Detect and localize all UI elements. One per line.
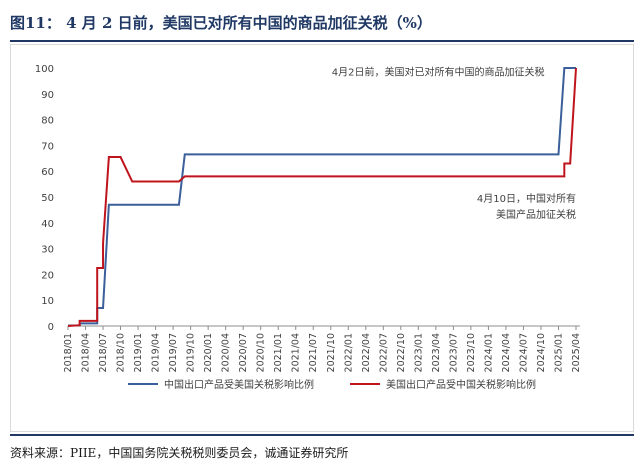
x-tick-label: 2025/04 xyxy=(571,333,582,372)
legend: 中国出口产品受美国关税影响比例 美国出口产品受中国关税影响比例 xyxy=(128,378,536,391)
x-tick-label: 2023/04 xyxy=(431,333,442,372)
x-tick-label: 2023/10 xyxy=(466,333,477,372)
x-tick-label: 2023/07 xyxy=(448,333,459,372)
y-tick-label: 20 xyxy=(41,270,54,281)
y-axis: 0 10 20 30 40 50 60 70 80 90 100 xyxy=(35,64,54,333)
x-tick-label: 2020/04 xyxy=(221,333,232,372)
x-tick-label: 2018/07 xyxy=(98,333,109,372)
x-tick-label: 2022/10 xyxy=(396,333,407,372)
plot-area xyxy=(67,67,577,327)
x-tick-label: 2018/10 xyxy=(116,333,127,372)
x-tick-label: 2021/01 xyxy=(273,333,284,372)
y-tick-label: 50 xyxy=(41,193,54,204)
figure-title-bar: 图11： 4 月 2 日前，美国已对所有中国的商品加征关税（%） xyxy=(10,4,634,42)
x-tick-label: 2018/01 xyxy=(63,333,74,372)
x-axis: 2018/01 2018/04 2018/07 2018/10 2019/01 2019/… xyxy=(63,325,582,372)
y-tick-label: 100 xyxy=(35,64,54,75)
legend-label: 美国出口产品受中国关税影响比例 xyxy=(386,378,536,391)
y-tick-label: 60 xyxy=(41,167,54,178)
y-tick-label: 70 xyxy=(41,141,54,152)
annotation-text: 美国产品加征关税 xyxy=(496,208,576,221)
x-tick-label: 2021/07 xyxy=(308,333,319,372)
chart-frame xyxy=(10,44,634,432)
x-tick-label: 2024/04 xyxy=(501,333,512,372)
y-tick-label: 0 xyxy=(48,322,54,333)
x-tick-label: 2025/01 xyxy=(553,333,564,372)
x-tick-label: 2020/07 xyxy=(238,333,249,372)
x-tick-label: 2019/10 xyxy=(186,333,197,372)
x-tick-label: 2020/01 xyxy=(203,333,214,372)
x-tick-label: 2022/01 xyxy=(343,333,354,372)
annotation-text: 4月2日前，美国对已对所有中国的商品加征关税 xyxy=(332,66,545,79)
x-tick-label: 2024/07 xyxy=(518,333,529,372)
x-tick-label: 2024/01 xyxy=(483,333,494,372)
series-line-2 xyxy=(67,67,577,327)
source-bar: 资料来源：PIIE，中国国务院关税税则委员会，诚通证券研究所 xyxy=(10,434,634,468)
x-tick-label: 2023/01 xyxy=(413,333,424,372)
x-tick-label: 2021/10 xyxy=(326,333,337,372)
x-tick-label: 2024/10 xyxy=(536,333,547,372)
y-tick-label: 80 xyxy=(41,116,54,127)
y-tick-label: 10 xyxy=(41,296,54,307)
x-tick-label: 2019/07 xyxy=(168,333,179,372)
annotation-text: 4月10日，中国对所有 xyxy=(477,192,576,205)
x-tick-label: 2019/01 xyxy=(133,333,144,372)
annotations: 4月2日前，美国对已对所有中国的商品加征关税 4月10日，中国对所有美国产品加征关… xyxy=(332,66,576,221)
legend-label: 中国出口产品受美国关税影响比例 xyxy=(164,378,314,391)
x-tick-label: 2019/04 xyxy=(151,333,162,372)
y-tick-label: 30 xyxy=(41,245,54,256)
x-tick-label: 2020/10 xyxy=(256,333,267,372)
source-note: 资料来源：PIIE，中国国务院关税税则委员会，诚通证券研究所 xyxy=(10,445,349,460)
x-tick-label: 2018/04 xyxy=(81,333,92,372)
figure-title: 图11： 4 月 2 日前，美国已对所有中国的商品加征关税（%） xyxy=(10,13,432,32)
y-tick-label: 90 xyxy=(41,90,54,101)
y-tick-label: 40 xyxy=(41,219,54,230)
x-tick-label: 2022/07 xyxy=(378,333,389,372)
x-tick-label: 2021/04 xyxy=(291,333,302,372)
x-tick-label: 2022/04 xyxy=(361,333,372,372)
